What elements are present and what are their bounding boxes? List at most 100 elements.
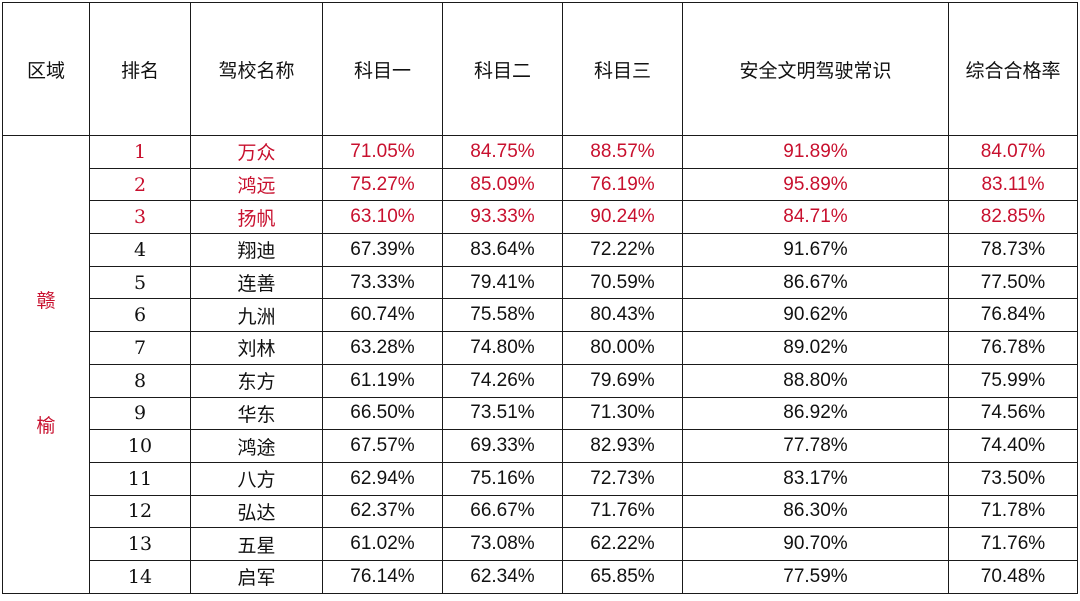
table-body: 赣榆 1 万众 71.05% 84.75% 88.57% 91.89% 84.07% 2 鸿远 75… bbox=[2, 135, 1078, 594]
overall-pass-rate-cell: 75.99% bbox=[948, 363, 1078, 398]
subject-three-cell: 80.00% bbox=[562, 331, 683, 365]
subject-one-cell: 61.02% bbox=[322, 527, 443, 561]
subject-three-cell: 72.22% bbox=[562, 233, 683, 267]
header-region: 区域 bbox=[2, 2, 90, 136]
school-name-cell: 扬帆 bbox=[190, 200, 323, 235]
subject-two-cell: 93.33% bbox=[442, 200, 563, 235]
table-row: 5 连善 73.33% 79.41% 70.59% 86.67% 77.50% bbox=[3, 265, 1078, 300]
school-name-cell: 华东 bbox=[190, 396, 323, 431]
safety-knowledge-cell: 77.78% bbox=[682, 429, 949, 463]
school-name-cell: 鸿远 bbox=[190, 167, 323, 202]
safety-knowledge-cell: 86.30% bbox=[682, 494, 949, 529]
overall-pass-rate-cell: 74.56% bbox=[948, 396, 1078, 431]
rank-cell: 8 bbox=[89, 363, 191, 398]
school-name-cell: 鸿途 bbox=[190, 429, 323, 463]
overall-pass-rate-cell: 74.40% bbox=[948, 429, 1078, 463]
table-row: 4 翔迪 67.39% 83.64% 72.22% 91.67% 78.73% bbox=[3, 233, 1078, 267]
safety-knowledge-cell: 86.92% bbox=[682, 396, 949, 431]
rank-cell: 7 bbox=[89, 331, 191, 365]
rank-cell: 10 bbox=[89, 429, 191, 463]
overall-pass-rate-cell: 71.78% bbox=[948, 494, 1078, 529]
subject-one-cell: 67.39% bbox=[322, 233, 443, 267]
region-char: 榆 bbox=[36, 415, 56, 438]
subject-two-cell: 75.58% bbox=[442, 298, 563, 333]
safety-knowledge-cell: 88.80% bbox=[682, 363, 949, 398]
subject-one-cell: 71.05% bbox=[322, 135, 443, 169]
subject-two-cell: 75.16% bbox=[442, 461, 563, 496]
header-rank: 排名 bbox=[89, 2, 191, 136]
table-row: 10 鸿途 67.57% 69.33% 82.93% 77.78% 74.40% bbox=[3, 429, 1078, 463]
table-row: 赣榆 1 万众 71.05% 84.75% 88.57% 91.89% 84.07% bbox=[2, 135, 1078, 594]
safety-knowledge-cell: 90.62% bbox=[682, 298, 949, 333]
rank-cell: 11 bbox=[89, 461, 191, 496]
subject-two-cell: 62.34% bbox=[442, 559, 563, 594]
subject-one-cell: 62.94% bbox=[322, 461, 443, 496]
safety-knowledge-cell: 91.89% bbox=[682, 135, 949, 169]
subject-three-cell: 90.24% bbox=[562, 200, 683, 235]
subject-one-cell: 62.37% bbox=[322, 494, 443, 529]
header-subject-one: 科目一 bbox=[322, 2, 443, 136]
region-char: 赣 bbox=[36, 290, 56, 313]
safety-knowledge-cell: 90.70% bbox=[682, 527, 949, 561]
rank-cell: 6 bbox=[89, 298, 191, 333]
table-row: 3 扬帆 63.10% 93.33% 90.24% 84.71% 82.85% bbox=[3, 200, 1078, 235]
subject-three-cell: 65.85% bbox=[562, 559, 683, 594]
header-school-name: 驾校名称 bbox=[190, 2, 323, 136]
subject-two-cell: 85.09% bbox=[442, 167, 563, 202]
rank-cell: 9 bbox=[89, 396, 191, 431]
rank-cell: 12 bbox=[89, 494, 191, 529]
safety-knowledge-cell: 83.17% bbox=[682, 461, 949, 496]
subject-one-cell: 73.33% bbox=[322, 265, 443, 300]
safety-knowledge-cell: 86.67% bbox=[682, 265, 949, 300]
region-spacer bbox=[4, 311, 89, 417]
subject-one-cell: 63.28% bbox=[322, 331, 443, 365]
overall-pass-rate-cell: 78.73% bbox=[948, 233, 1078, 267]
subject-three-cell: 72.73% bbox=[562, 461, 683, 496]
safety-knowledge-cell: 95.89% bbox=[682, 167, 949, 202]
school-name-cell: 刘林 bbox=[190, 331, 323, 365]
overall-pass-rate-cell: 83.11% bbox=[948, 167, 1078, 202]
subject-two-cell: 84.75% bbox=[442, 135, 563, 169]
subject-one-cell: 63.10% bbox=[322, 200, 443, 235]
subject-three-cell: 79.69% bbox=[562, 363, 683, 398]
header-safety-knowledge: 安全文明驾驶常识 bbox=[682, 2, 949, 136]
overall-pass-rate-cell: 84.07% bbox=[948, 135, 1078, 169]
subject-one-cell: 75.27% bbox=[322, 167, 443, 202]
rank-cell: 4 bbox=[89, 233, 191, 267]
table-row: 7 刘林 63.28% 74.80% 80.00% 89.02% 76.78% bbox=[3, 331, 1078, 365]
table-row: 2 鸿远 75.27% 85.09% 76.19% 95.89% 83.11% bbox=[3, 167, 1078, 202]
subject-two-cell: 69.33% bbox=[442, 429, 563, 463]
overall-pass-rate-cell: 76.78% bbox=[948, 331, 1078, 365]
subject-three-cell: 82.93% bbox=[562, 429, 683, 463]
header-subject-two: 科目二 bbox=[442, 2, 563, 136]
safety-knowledge-cell: 84.71% bbox=[682, 200, 949, 235]
subject-two-cell: 79.41% bbox=[442, 265, 563, 300]
region-cell: 赣榆 bbox=[2, 135, 90, 594]
table-row: 11 八方 62.94% 75.16% 72.73% 83.17% 73.50% bbox=[3, 461, 1078, 496]
subject-one-cell: 61.19% bbox=[322, 363, 443, 398]
subject-three-cell: 88.57% bbox=[562, 135, 683, 169]
rank-cell: 2 bbox=[89, 167, 191, 202]
header-overall-pass-rate: 综合合格率 bbox=[948, 2, 1078, 136]
overall-pass-rate-cell: 71.76% bbox=[948, 527, 1078, 561]
subject-two-cell: 73.51% bbox=[442, 396, 563, 431]
subject-three-cell: 71.76% bbox=[562, 494, 683, 529]
header-subject-three: 科目三 bbox=[562, 2, 683, 136]
subject-three-cell: 62.22% bbox=[562, 527, 683, 561]
rank-cell: 3 bbox=[89, 200, 191, 235]
overall-pass-rate-cell: 76.84% bbox=[948, 298, 1078, 333]
table-row: 12 弘达 62.37% 66.67% 71.76% 86.30% 71.78% bbox=[3, 494, 1078, 529]
overall-pass-rate-cell: 70.48% bbox=[948, 559, 1078, 594]
school-name-cell: 万众 bbox=[190, 135, 323, 169]
school-name-cell: 弘达 bbox=[190, 494, 323, 529]
rank-cell: 1 bbox=[89, 135, 191, 169]
safety-knowledge-cell: 77.59% bbox=[682, 559, 949, 594]
school-name-cell: 五星 bbox=[190, 527, 323, 561]
school-name-cell: 启军 bbox=[190, 559, 323, 594]
subject-two-cell: 74.80% bbox=[442, 331, 563, 365]
rank-cell: 5 bbox=[89, 265, 191, 300]
subject-three-cell: 70.59% bbox=[562, 265, 683, 300]
header-row: 区域 排名 驾校名称 科目一 科目二 科目三 安全文明驾驶常识 综合合格率 bbox=[2, 2, 1078, 136]
